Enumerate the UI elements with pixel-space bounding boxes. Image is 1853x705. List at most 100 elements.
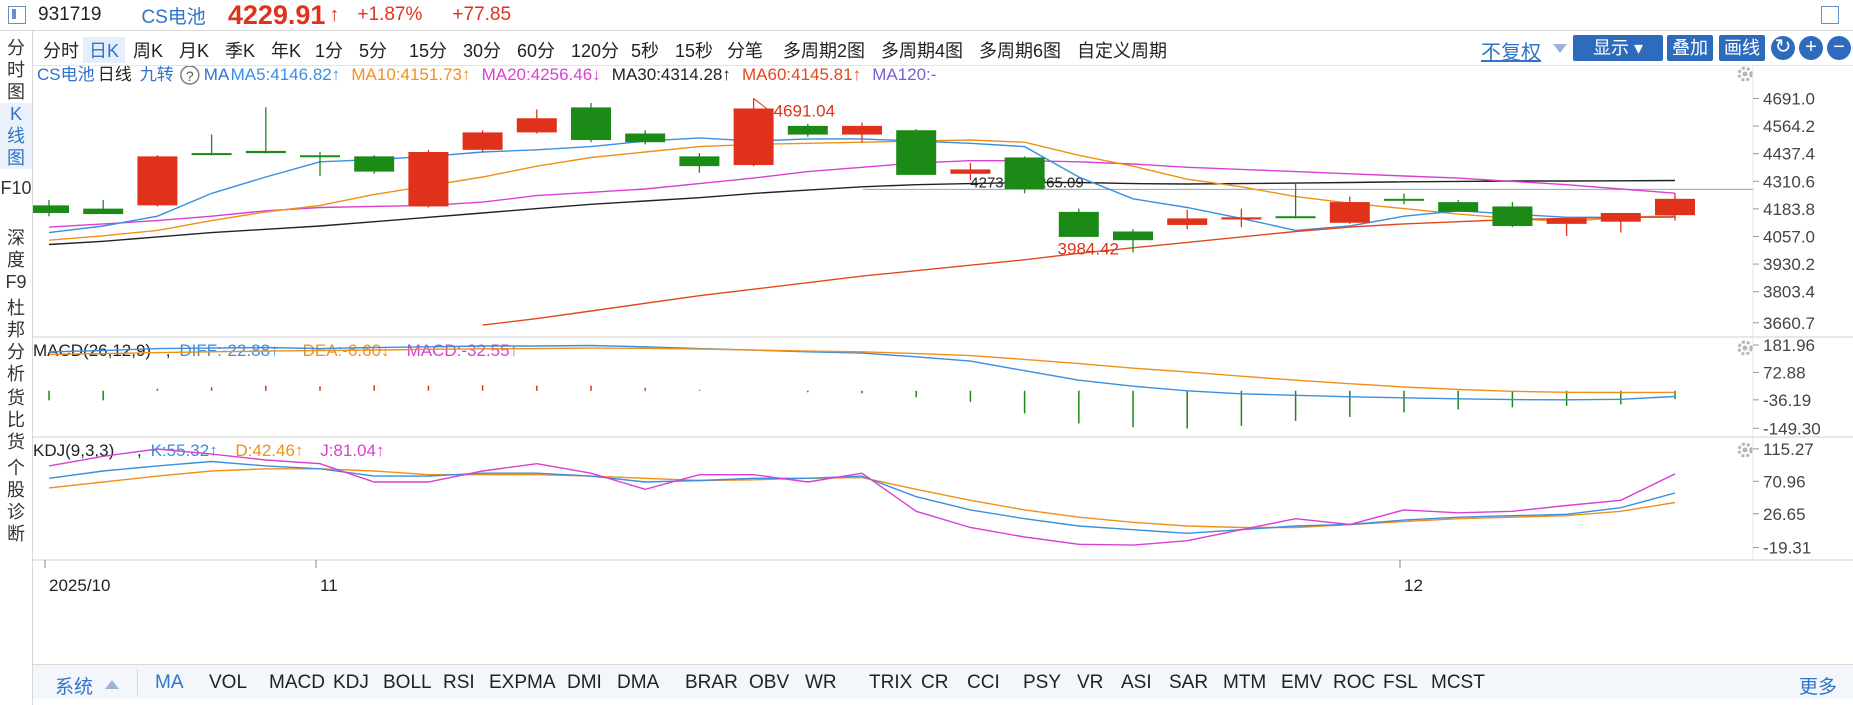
period-tab-15[interactable]: 多周期2图 — [783, 41, 866, 61]
indicator-tab-mtm[interactable]: MTM — [1223, 672, 1267, 693]
last-price: 4229.91 — [227, 0, 326, 30]
candle-body — [842, 125, 882, 135]
period-tab-10[interactable]: 60分 — [517, 41, 556, 61]
price-axis-tick-label: 4183.8 — [1763, 200, 1815, 219]
left-nav-item-6[interactable]: 个股诊断 — [7, 458, 25, 544]
candle-body — [896, 130, 937, 175]
show-button[interactable]: 显示 ▾ — [1573, 35, 1663, 61]
indicator-tab-psy[interactable]: PSY — [1023, 672, 1062, 693]
indicator-tab-rsi[interactable]: RSI — [443, 672, 475, 693]
ma60-line — [482, 216, 1676, 326]
refresh-icon[interactable]: ↻ — [1771, 36, 1795, 60]
change-percent: +1.87% — [357, 4, 423, 25]
zoom-in-icon[interactable]: + — [1799, 36, 1823, 60]
period-tab-7[interactable]: 5分 — [359, 41, 388, 61]
date-axis-label: 11 — [320, 576, 338, 595]
indicator-tab-ma[interactable]: MA — [155, 672, 184, 693]
price-axis-tick-label: 4310.6 — [1763, 172, 1815, 191]
left-nav-item-3[interactable]: 深度 F9 — [5, 228, 27, 292]
period-tab-18[interactable]: 自定义周期 — [1077, 41, 1167, 61]
settings-gear-icon[interactable] — [1737, 66, 1753, 82]
left-nav-item-5[interactable]: 货比货 — [7, 388, 25, 452]
kdj-axis-tick-label: 115.27 — [1763, 440, 1814, 459]
period-toolbar: 分时 日K 周K 月K 季K 年K 1分 5分 15分 30分 60分 120分 5秒 15秒 分笔 多周期2… — [33, 31, 1853, 66]
period-tab-11[interactable]: 120分 — [571, 41, 620, 61]
kdj-legend-item-3: D:42.46↑ — [235, 441, 303, 460]
diff-line — [48, 344, 1676, 401]
candle-body — [245, 150, 286, 154]
macd-axis-tick-label: -149.30 — [1763, 419, 1821, 438]
left-nav-item-2[interactable]: F10 — [0, 178, 32, 198]
indicator-tab-obv[interactable]: OBV — [749, 672, 790, 693]
price-axis-tick-label: 4564.2 — [1763, 117, 1815, 136]
candle-body — [1655, 198, 1695, 216]
period-tab-4[interactable]: 季K — [225, 41, 256, 61]
period-tab-13[interactable]: 15秒 — [675, 41, 714, 61]
stock-name[interactable]: CS电池 — [141, 6, 206, 28]
high-label: 4691.04 — [774, 101, 835, 120]
settings-gear-icon[interactable] — [1737, 442, 1753, 458]
period-tab-2[interactable]: 周K — [133, 41, 164, 61]
period-tab-3[interactable]: 月K — [179, 41, 210, 61]
zoom-out-icon[interactable]: − — [1827, 36, 1851, 60]
kline-chart-area[interactable]: CS电池 日线 九转? MA MA5:4146.82↑ MA10:4151.73↑ MA20… — [33, 66, 1853, 663]
period-tab-9[interactable]: 30分 — [463, 41, 502, 61]
period-tab-16[interactable]: 多周期4图 — [881, 41, 964, 61]
period-tab-1[interactable]: 日K — [83, 37, 126, 63]
kdj-axis-tick-label: -19.31 — [1763, 538, 1811, 557]
indicator-tab-vr[interactable]: VR — [1077, 672, 1104, 693]
period-tab-14[interactable]: 分笔 — [727, 41, 763, 61]
period-tab-12[interactable]: 5秒 — [631, 41, 660, 61]
candle-body — [1492, 206, 1533, 227]
candle-body — [1384, 198, 1424, 201]
indicator-tab-dmi[interactable]: DMI — [567, 672, 602, 693]
indicator-tab-boll[interactable]: BOLL — [383, 672, 432, 693]
indicator-tab-kdj[interactable]: KDJ — [333, 672, 369, 693]
indicator-tab-macd[interactable]: MACD — [269, 672, 325, 693]
indicator-tab-sar[interactable]: SAR — [1169, 672, 1209, 693]
macd-axis-tick-label: 72.88 — [1763, 363, 1806, 382]
indicator-tab-dma[interactable]: DMA — [617, 672, 660, 693]
indicator-tab-fsl[interactable]: FSL — [1383, 672, 1418, 693]
period-tab-8[interactable]: 15分 — [409, 41, 448, 61]
left-nav-item-4[interactable]: 杜邦分析 — [7, 298, 25, 384]
svg-text:?: ? — [186, 68, 194, 84]
divider — [137, 669, 138, 695]
window-icon[interactable] — [8, 6, 26, 24]
fuquan-dropdown[interactable]: 不复权 — [1481, 42, 1541, 64]
left-nav-item-0[interactable]: 分时图 — [7, 38, 25, 102]
period-tab-6[interactable]: 1分 — [315, 41, 344, 61]
restore-window-icon[interactable] — [1821, 6, 1839, 24]
price-axis-tick-label: 3803.4 — [1763, 283, 1815, 302]
indicator-tab-trix[interactable]: TRIX — [869, 672, 913, 693]
indicator-tab-asi[interactable]: ASI — [1121, 672, 1152, 693]
indicator-tab-roc[interactable]: ROC — [1333, 672, 1376, 693]
indicator-tab-emv[interactable]: EMV — [1281, 672, 1323, 693]
chevron-down-icon[interactable] — [1553, 44, 1567, 53]
period-tab-0[interactable]: 分时 — [43, 41, 79, 61]
indicator-tab-vol[interactable]: VOL — [209, 672, 248, 693]
help-icon: ? — [180, 66, 200, 85]
period-tab-5[interactable]: 年K — [271, 41, 302, 61]
settings-gear-icon[interactable] — [1737, 340, 1753, 356]
more-indicators-link[interactable]: 更多 — [1799, 677, 1838, 698]
period-tab-17[interactable]: 多周期6图 — [979, 41, 1062, 61]
ma-legend-item-4: MA5:4146.82↑ — [231, 66, 341, 84]
indicator-tab-expma[interactable]: EXPMA — [489, 672, 556, 693]
ma-legend-item-9: MA120:- — [872, 66, 936, 84]
indicator-tab-cci[interactable]: CCI — [967, 672, 1000, 693]
candle-body — [679, 156, 720, 167]
price-up-arrow-icon: ↑ — [329, 3, 340, 26]
price-axis-tick-label: 4437.4 — [1763, 145, 1815, 164]
draw-line-button[interactable]: 画线 — [1719, 35, 1765, 61]
indicator-tab-brar[interactable]: BRAR — [685, 672, 738, 693]
indicator-tab-cr[interactable]: CR — [921, 672, 949, 693]
chevron-up-icon[interactable] — [105, 680, 119, 689]
left-side-nav: 分时图 K 线图 F10 深度 F9 杜邦分析货比货个股诊断 — [0, 31, 33, 705]
indicator-tab-mcst[interactable]: MCST — [1431, 672, 1485, 693]
indicator-tab-wr[interactable]: WR — [805, 672, 837, 693]
system-indicator-button[interactable]: 系统 — [55, 677, 94, 698]
kdj-legend-item-4: J:81.04↑ — [320, 441, 384, 460]
overlay-button[interactable]: 叠加 — [1667, 35, 1713, 61]
